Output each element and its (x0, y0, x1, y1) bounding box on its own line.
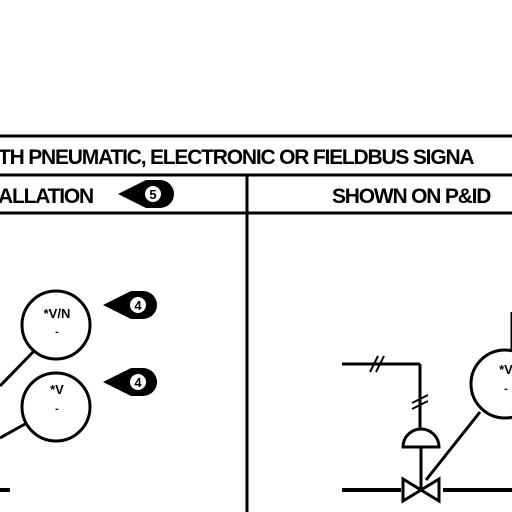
note-flag-4-lower-number: 4 (134, 375, 142, 390)
instrument-bubble-v-right-sub: - (504, 383, 508, 395)
note-flag-4-upper: 4 (103, 291, 157, 319)
pneumatic-hash-marks-vertical (411, 394, 429, 410)
instrument-bubble-vn-sub: - (55, 326, 59, 338)
instrument-bubble-v-right-tag: *V (499, 362, 512, 377)
instrument-bubble-vn-tag: *V/N (44, 306, 71, 321)
note-flag-5: 5 (118, 180, 174, 208)
instrument-bubble-vn: *V/N - (20, 289, 92, 361)
instrument-bubble-v-right: *V - (469, 348, 512, 420)
left-column-header: ALLATION (0, 185, 93, 208)
note-flag-4-upper-number: 4 (134, 298, 142, 313)
diaphragm-actuator (401, 427, 441, 449)
instrument-bubble-v-left-sub: - (55, 403, 59, 415)
right-column-header: SHOWN ON P&ID (332, 185, 491, 208)
note-flag-5-number: 5 (149, 187, 156, 202)
instrument-bubble-v-left: *V - (20, 371, 92, 443)
signal-line-lower (0, 422, 26, 440)
note-flag-4-lower: 4 (103, 368, 157, 396)
instrument-to-actuator-line (424, 411, 482, 481)
instrument-bubble-v-left-tag: *V (50, 382, 64, 397)
header-title: TH PNEUMATIC, ELECTRONIC OR FIELDBUS SIG… (0, 146, 474, 169)
pneumatic-hash-marks-horizontal (369, 355, 385, 373)
signal-line-upper (0, 349, 36, 388)
control-valve-body (401, 476, 441, 504)
